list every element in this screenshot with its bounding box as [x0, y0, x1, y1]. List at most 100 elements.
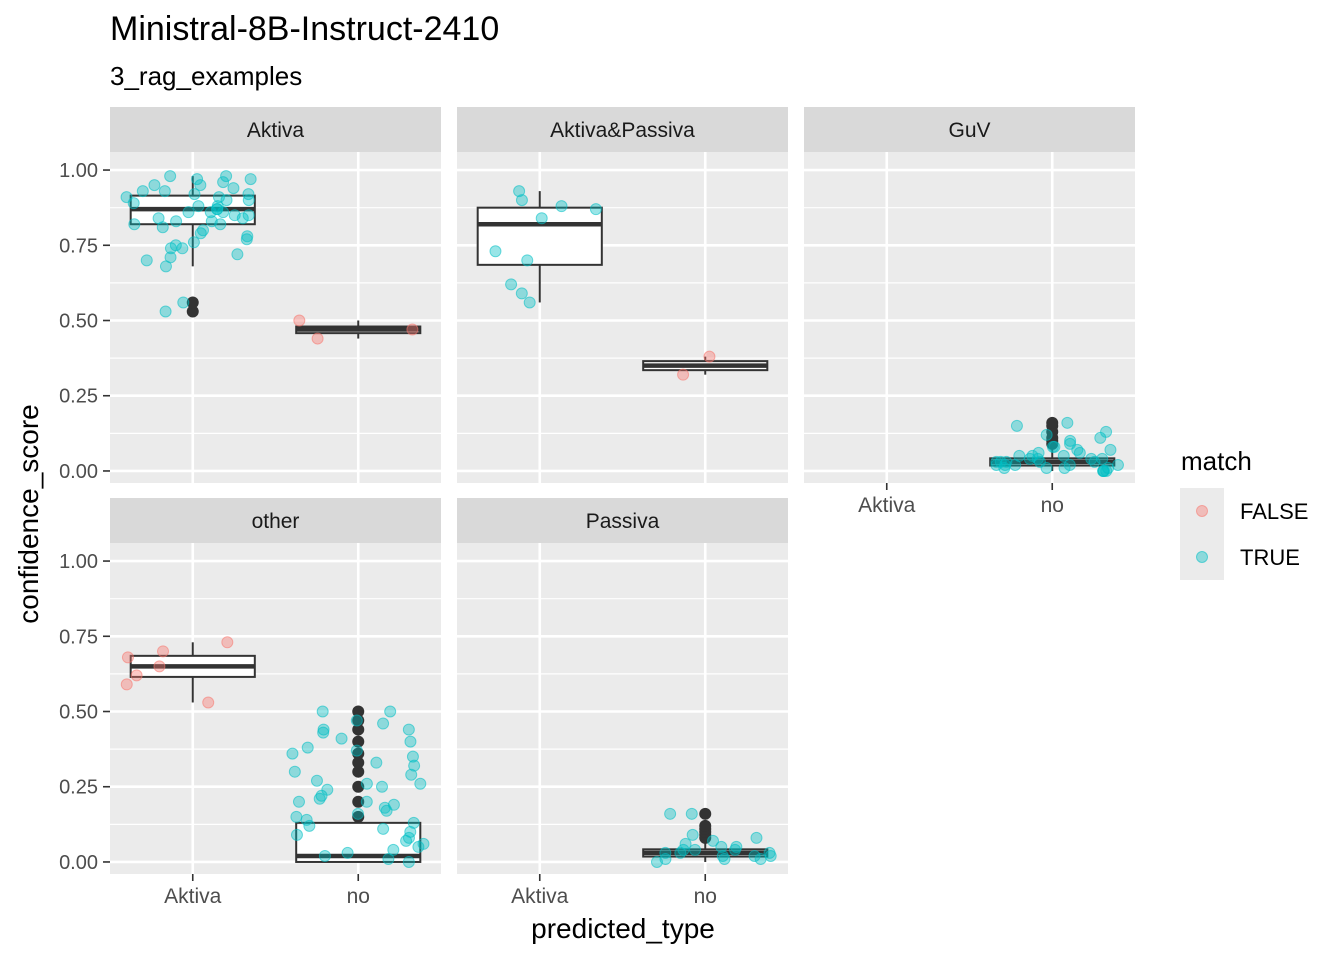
data-point-true: [729, 843, 742, 856]
legend-label: FALSE: [1240, 499, 1308, 524]
data-point-true: [360, 777, 373, 790]
facet-strip-label: other: [252, 510, 300, 533]
outlier-point: [352, 765, 365, 778]
data-point-true: [685, 807, 698, 820]
chart-title: Ministral-8B-Instruct-2410: [110, 10, 499, 48]
data-point-true: [286, 747, 299, 760]
data-point-true: [188, 188, 201, 201]
data-point-true: [231, 248, 244, 261]
y-tick-label: 0.50: [59, 702, 98, 724]
legend-key-false: [1196, 505, 1208, 517]
box-no: [295, 320, 422, 339]
data-point-true: [242, 194, 255, 207]
data-point-true: [715, 840, 728, 853]
data-point-true: [240, 233, 253, 246]
data-point-false: [293, 314, 306, 327]
facet-strip-label: GuV: [948, 119, 990, 142]
data-point-true: [521, 254, 534, 267]
data-point-false: [677, 368, 690, 381]
data-point-true: [1040, 461, 1053, 474]
data-point-true: [360, 795, 373, 808]
data-point-true: [1097, 464, 1110, 477]
data-point-true: [341, 846, 354, 859]
data-point-true: [1057, 449, 1070, 462]
outlier-point: [352, 723, 365, 736]
data-point-true: [1046, 440, 1059, 453]
data-point-true: [1040, 428, 1053, 441]
data-point-true: [535, 212, 548, 225]
facet-panels: Aktiva 0.00 0.25 0.50 0.75 1.00 Aktiva&Passiva…: [59, 107, 1135, 908]
x-tick-label: Aktiva: [858, 494, 916, 517]
outlier-point: [352, 795, 365, 808]
data-point-true: [377, 717, 390, 730]
data-point-true: [136, 185, 149, 198]
data-point-false: [221, 636, 234, 649]
data-point-true: [205, 215, 218, 228]
data-point-true: [412, 840, 425, 853]
outlier-point: [352, 810, 365, 823]
data-point-false: [121, 651, 134, 664]
facet-strip-label: Aktiva: [247, 119, 305, 142]
y-tick-label: 0.75: [59, 235, 98, 257]
data-point-true: [686, 828, 699, 841]
data-point-true: [380, 804, 393, 817]
facet-strip-label: Aktiva&Passiva: [550, 119, 695, 142]
y-tick-label: 1.00: [59, 551, 98, 573]
outlier-point: [352, 735, 365, 748]
box-Aktiva: [476, 191, 603, 303]
data-point-true: [1111, 458, 1124, 471]
data-point-true: [310, 774, 323, 787]
facet-strip-label: Passiva: [586, 510, 660, 533]
data-point-true: [1032, 446, 1045, 459]
data-point-true: [290, 810, 303, 823]
data-point-true: [176, 242, 189, 255]
facet-strip: [804, 107, 1135, 152]
data-point-true: [377, 822, 390, 835]
data-point-true: [1010, 419, 1023, 432]
data-point-true: [375, 780, 388, 793]
facet-strip: [457, 107, 788, 152]
data-point-true: [764, 849, 777, 862]
facet-strip: [457, 498, 788, 543]
y-tick-label: 0.00: [59, 852, 98, 874]
box-no: [295, 705, 422, 863]
facet-strip: [110, 498, 441, 543]
data-point-true: [350, 744, 363, 757]
data-point-true: [217, 176, 230, 189]
box-no: [642, 356, 769, 375]
data-point-true: [513, 185, 526, 198]
data-point-false: [120, 678, 133, 691]
data-point-true: [754, 852, 767, 865]
data-point-true: [1064, 434, 1077, 447]
data-point-true: [242, 188, 255, 201]
data-point-true: [187, 236, 200, 249]
data-point-false: [157, 645, 170, 658]
data-point-true: [1088, 455, 1101, 468]
data-point-true: [404, 735, 417, 748]
data-point-true: [515, 287, 528, 300]
outlier-point: [1046, 416, 1059, 429]
data-point-true: [1009, 458, 1022, 471]
data-point-false: [703, 350, 716, 363]
x-tick-label: no: [347, 885, 370, 908]
data-point-true: [1104, 443, 1117, 456]
outlier-point: [699, 819, 712, 832]
data-point-true: [317, 726, 330, 739]
data-point-true: [707, 834, 720, 847]
legend-key-background: [1180, 488, 1224, 580]
outlier-point: [352, 747, 365, 760]
data-point-true: [674, 846, 687, 859]
data-point-true: [288, 765, 301, 778]
data-point-true: [236, 212, 249, 225]
x-tick-label: Aktiva: [511, 885, 569, 908]
data-point-true: [244, 173, 257, 186]
data-point-true: [335, 732, 348, 745]
data-point-true: [170, 215, 183, 228]
facet-panel: Passiva Aktiva no: [457, 498, 788, 908]
data-point-false: [153, 660, 166, 673]
data-point-false: [130, 669, 143, 682]
data-point-true: [589, 203, 602, 216]
data-point-true: [300, 813, 313, 826]
data-point-true: [408, 759, 421, 772]
